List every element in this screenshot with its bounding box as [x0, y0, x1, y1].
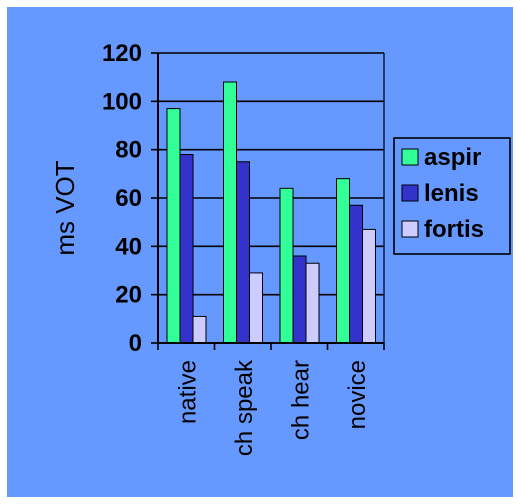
chart-background [7, 7, 513, 497]
axes [151, 52, 385, 350]
bar-lenis-novice [349, 204, 363, 344]
legend-swatch-fortis [401, 220, 419, 238]
bar-fortis-novice [362, 228, 376, 344]
y-tick-label: 100 [102, 88, 142, 115]
y-axis-label: ms VOT [50, 160, 80, 255]
bar-lenis-native [179, 154, 194, 344]
bar-aspir-novice [336, 178, 350, 344]
y-tick-label: 60 [115, 185, 142, 212]
bar-lenis-ch-speak [236, 161, 250, 344]
y-tick-labels: 0 20 40 60 80 100 120 [102, 40, 142, 357]
y-tick-label: 0 [129, 330, 142, 357]
bar-fortis-native [192, 315, 207, 344]
bar-fortis-ch-speak [249, 272, 263, 344]
legend: aspir lenis fortis [393, 137, 511, 255]
x-tick-label: novice [344, 360, 371, 429]
y-tick-label: 20 [115, 282, 142, 309]
legend-label-aspir: aspir [424, 144, 481, 171]
bars [166, 81, 376, 344]
bar-fortis-ch-hear [305, 262, 320, 344]
x-tick-label: ch speak [231, 359, 258, 456]
legend-swatch-aspir [401, 148, 419, 166]
legend-swatch-lenis [401, 184, 419, 202]
y-tick-label: 40 [115, 233, 142, 260]
y-tick-label: 120 [102, 40, 142, 67]
bar-aspir-native [166, 108, 181, 344]
bar-aspir-ch-speak [223, 81, 237, 344]
legend-label-lenis: lenis [424, 180, 479, 207]
bar-lenis-ch-hear [292, 255, 307, 344]
bar-aspir-ch-hear [279, 187, 294, 344]
x-tick-labels: native ch speak ch hear novice [174, 359, 371, 456]
y-tick-label: 80 [115, 137, 142, 164]
x-tick-label: native [174, 360, 201, 424]
x-tick-label: ch hear [287, 360, 314, 440]
legend-label-fortis: fortis [424, 216, 484, 243]
gridlines [158, 52, 385, 343]
legend-box [393, 137, 511, 255]
